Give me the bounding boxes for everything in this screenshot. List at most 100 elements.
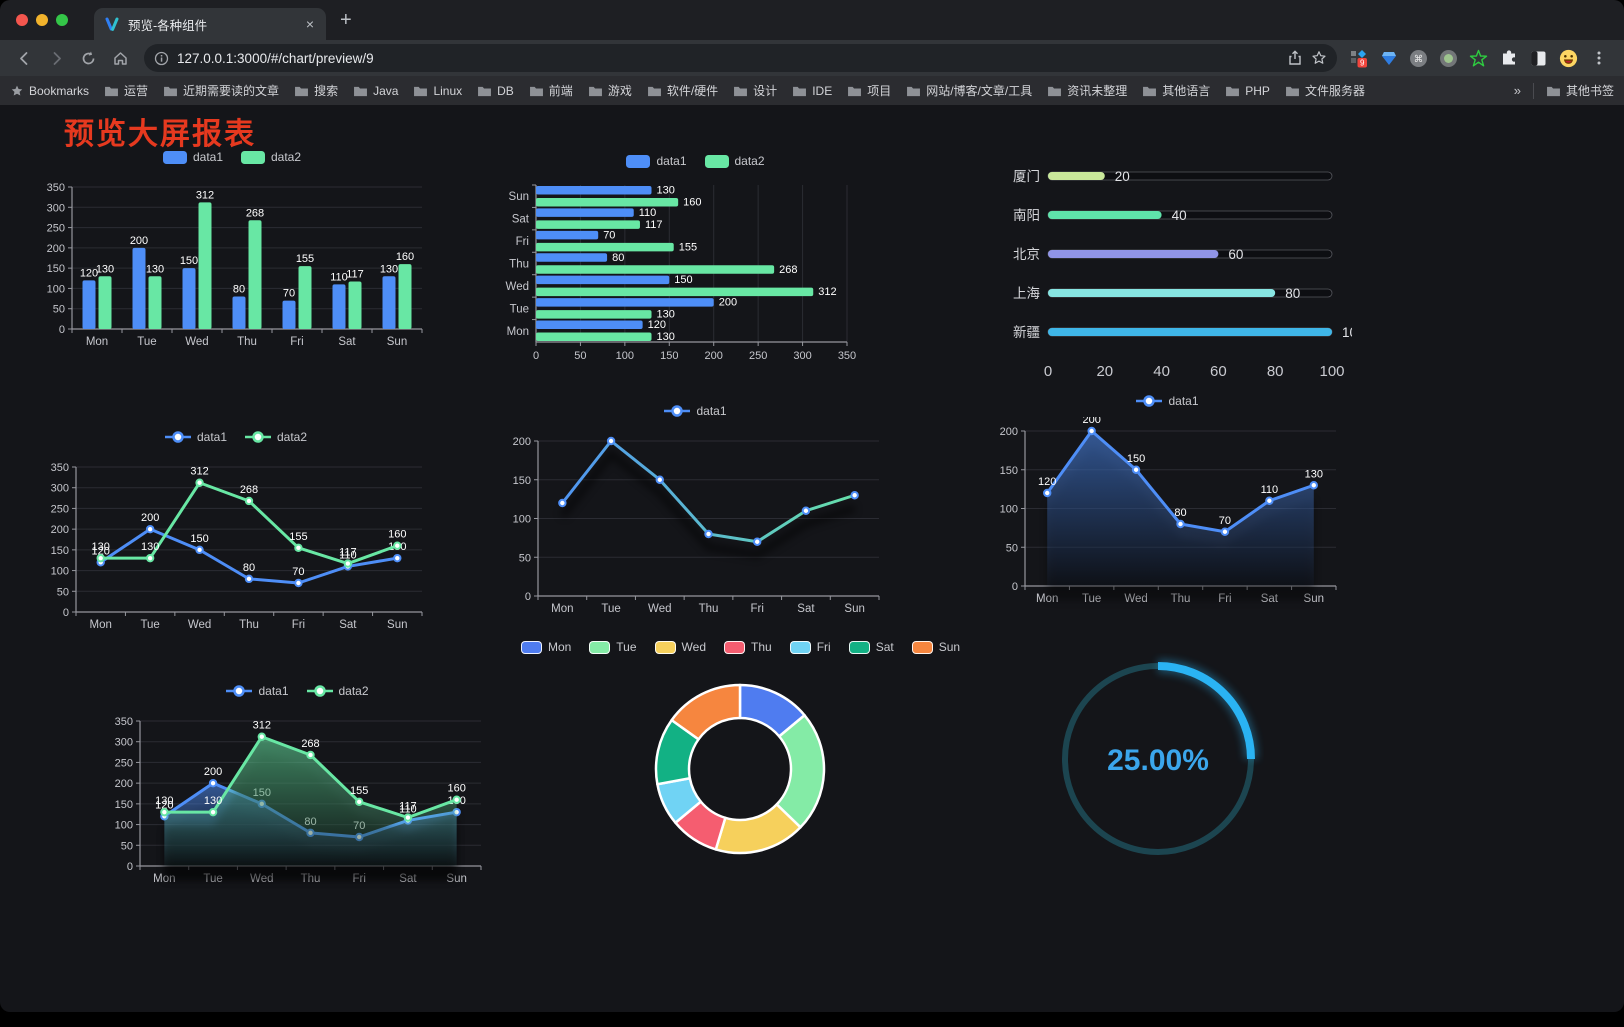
chart-legend: Mon Tue Wed Thu Fri Sat Sun — [520, 637, 960, 657]
legend-item[interactable]: data1 — [162, 150, 223, 164]
url-text[interactable]: 127.0.0.1:3000/#/chart/preview/9 — [177, 50, 374, 66]
svg-text:200: 200 — [47, 243, 65, 255]
new-tab-button[interactable]: + — [340, 9, 352, 31]
bookmark-folder[interactable]: DB — [477, 82, 514, 99]
folder-icon — [1143, 86, 1157, 96]
chart-legend: data1 data2 — [100, 681, 495, 701]
menu-button[interactable] — [1589, 49, 1608, 68]
avatar-emoji-icon[interactable] — [1559, 49, 1578, 68]
reload-button[interactable] — [74, 44, 102, 72]
legend-item[interactable]: Mon — [520, 640, 571, 654]
legend-item[interactable]: data1 — [626, 154, 687, 168]
back-button[interactable] — [10, 44, 38, 72]
home-button[interactable] — [106, 44, 134, 72]
bookmark-folder[interactable]: PHP — [1225, 82, 1270, 99]
zoom-window-button[interactable] — [56, 14, 68, 26]
svg-text:110: 110 — [639, 207, 657, 219]
svg-text:110: 110 — [1261, 484, 1279, 496]
svg-text:0: 0 — [127, 861, 133, 873]
folder-icon — [478, 86, 492, 96]
bookmark-folder[interactable]: 其他语言 — [1142, 82, 1210, 99]
bookmark-folder[interactable]: 资讯未整理 — [1047, 82, 1127, 99]
legend-item[interactable]: Tue — [589, 640, 637, 654]
bookmark-folder[interactable]: 游戏 — [588, 82, 632, 99]
bookmarks-manager[interactable]: Bookmarks — [10, 84, 89, 98]
bookmark-star-icon[interactable] — [1311, 50, 1327, 66]
svg-text:50: 50 — [121, 840, 133, 852]
legend-item[interactable]: Sat — [848, 640, 894, 654]
svg-text:312: 312 — [196, 189, 214, 201]
progress-chart-canvas: 厦门 20 南阳 40 北京 60 上海 80 新疆 100 0 20 40 60 80 100 — [1013, 169, 1365, 380]
svg-text:Sat: Sat — [512, 214, 530, 226]
bookmark-folder[interactable]: Java — [353, 82, 398, 99]
svg-text:160: 160 — [683, 196, 701, 208]
extension-gem-icon[interactable] — [1379, 49, 1398, 68]
site-info-icon[interactable] — [154, 51, 169, 66]
legend-item[interactable]: data2 — [306, 684, 369, 698]
legend-item[interactable]: data2 — [245, 430, 307, 444]
svg-text:312: 312 — [253, 720, 271, 732]
share-icon[interactable] — [1287, 50, 1303, 66]
legend-swatch — [911, 640, 933, 654]
bookmark-folder[interactable]: 设计 — [733, 82, 777, 99]
chart-legend: data1 — [498, 401, 893, 421]
bookmark-folder[interactable]: IDE — [792, 82, 832, 99]
folder-icon — [588, 86, 602, 96]
legend-item[interactable]: Fri — [789, 640, 831, 654]
browser-toolbar: 127.0.0.1:3000/#/chart/preview/9 9 — [0, 40, 1624, 76]
legend-item[interactable]: Thu — [724, 640, 772, 654]
svg-text:Thu: Thu — [509, 259, 529, 271]
svg-text:300: 300 — [51, 483, 69, 495]
svg-text:200: 200 — [1000, 426, 1018, 438]
extension-split-square-icon[interactable] — [1529, 49, 1548, 68]
legend-item[interactable]: Wed — [654, 640, 706, 654]
svg-text:Tue: Tue — [140, 619, 159, 631]
legend-item[interactable]: data1 — [664, 404, 727, 418]
legend-item[interactable]: data1 — [1136, 394, 1199, 408]
legend-item[interactable]: data2 — [704, 154, 765, 168]
svg-text:Mon: Mon — [551, 603, 573, 615]
svg-text:Thu: Thu — [237, 336, 257, 348]
forward-button[interactable] — [42, 44, 70, 72]
folder-icon — [848, 86, 862, 96]
chart-area-single: data1 0 50 100 150 200 Mon Tue Wed Thu Fri Sat Sun 12… — [985, 391, 1350, 617]
legend-swatch — [241, 150, 265, 164]
bookmark-folder[interactable]: 文件服务器 — [1285, 82, 1365, 99]
extension-dot-icon[interactable] — [1439, 49, 1458, 68]
donut-chart-canvas — [654, 683, 826, 855]
bookmark-folder[interactable]: 网站/博客/文章/工具 — [906, 82, 1032, 99]
bookmark-folder[interactable]: Linux — [413, 82, 462, 99]
legend-item[interactable]: data1 — [164, 430, 227, 444]
extension-puzzle-icon[interactable] — [1499, 49, 1518, 68]
svg-text:Mon: Mon — [86, 336, 108, 348]
bookmark-folder[interactable]: 项目 — [847, 82, 891, 99]
legend-item[interactable]: data2 — [241, 150, 301, 164]
folder-icon — [647, 86, 661, 96]
svg-text:Fri: Fri — [290, 336, 303, 348]
dashboard-preview-page: 预览大屏报表 data1 data2 0 50 100 150 200 250 300 350 Mo… — [0, 105, 1624, 1012]
other-bookmarks-folder[interactable]: 其他书签 — [1546, 82, 1614, 99]
bookmark-folder[interactable]: 近期需要读的文章 — [163, 82, 279, 99]
close-window-button[interactable] — [16, 14, 28, 26]
svg-text:20: 20 — [1115, 169, 1130, 184]
extension-grid-icon[interactable]: 9 — [1349, 49, 1368, 68]
legend-item[interactable]: data1 — [226, 684, 289, 698]
bookmarks-overflow-button[interactable]: » — [1513, 83, 1521, 98]
legend-item[interactable]: Sun — [911, 640, 960, 654]
bookmark-folder[interactable]: 搜索 — [294, 82, 338, 99]
svg-text:350: 350 — [838, 350, 856, 362]
extension-star-icon[interactable] — [1469, 49, 1488, 68]
svg-text:200: 200 — [1082, 417, 1100, 426]
minimize-window-button[interactable] — [36, 14, 48, 26]
browser-tab[interactable]: 预览-各种组件 × — [94, 8, 326, 40]
bookmarks-bar: Bookmarks 运营 近期需要读的文章 搜索 Java Linux DB 前端 游戏 软件/… — [0, 76, 1624, 105]
bookmark-folder[interactable]: 运营 — [104, 82, 148, 99]
bookmark-folder[interactable]: 软件/硬件 — [647, 82, 718, 99]
address-bar[interactable]: 127.0.0.1:3000/#/chart/preview/9 — [144, 44, 1337, 72]
extension-command-icon[interactable]: ⌘ — [1409, 49, 1428, 68]
bookmark-folder[interactable]: 前端 — [529, 82, 573, 99]
svg-text:200: 200 — [204, 766, 222, 778]
folder-icon — [793, 86, 807, 96]
tab-close-button[interactable]: × — [305, 16, 314, 32]
